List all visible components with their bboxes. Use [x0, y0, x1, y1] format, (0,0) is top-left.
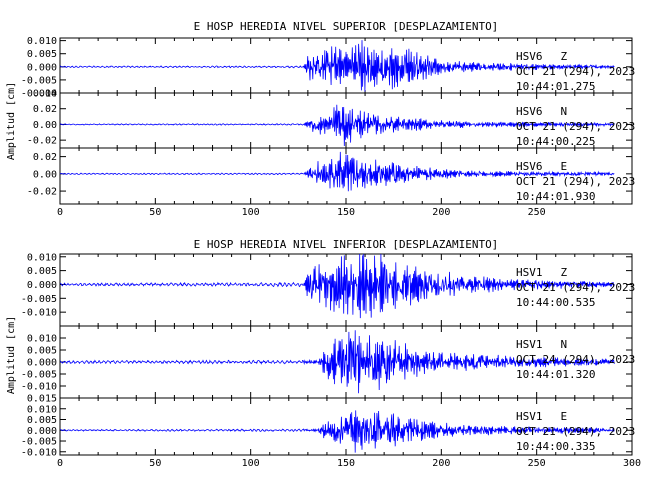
station-code: HSV1 [516, 410, 543, 423]
y-tick-label: 0.000 [27, 62, 57, 73]
record-date: OCT 21 (294), 2023 [516, 120, 635, 133]
y-tick-label: 0.00 [33, 120, 57, 131]
x-tick-label: 100 [242, 207, 260, 218]
waveform-hsv1-z [59, 253, 615, 319]
station-code: HSV6 [516, 105, 543, 118]
y-tick-label: 0.02 [33, 104, 57, 115]
x-tick-label: 50 [149, 458, 161, 469]
record-date: OCT 21 (294), 2023 [516, 65, 635, 78]
station-component-label: HSV6 E [516, 160, 567, 173]
y-tick-label: 0.005 [27, 266, 57, 277]
x-tick-label: 0 [57, 207, 63, 218]
x-tick-label: 0 [57, 458, 63, 469]
record-date: OCT 21 (294), 2023 [516, 425, 635, 438]
y-tick-label: 0.04 [33, 89, 57, 100]
y-tick-label: -0.005 [21, 370, 57, 381]
y-tick-label: -0.02 [27, 187, 57, 198]
record-date: OCT 21 (294), 2023 [516, 175, 635, 188]
x-tick-label: 250 [528, 458, 546, 469]
component-code: E [561, 160, 568, 173]
station-code: HSV1 [516, 266, 543, 279]
x-tick-label: 300 [623, 458, 641, 469]
component-code: Z [561, 50, 568, 63]
station-component-label: HSV1 Z [516, 266, 568, 279]
y-tick-label: 0.015 [27, 394, 57, 405]
station-code: HSV6 [516, 160, 543, 173]
y-tick-label: 0.005 [27, 49, 57, 60]
y-tick-label: 0.005 [27, 346, 57, 357]
record-time: 10:44:01.320 [516, 368, 595, 381]
y-tick-label: 0.000 [27, 426, 57, 437]
station-component-label: HSV1 N [516, 338, 567, 351]
y-tick-label: 0.00 [33, 169, 57, 180]
waveform-hsv1-n [59, 330, 615, 394]
y-tick-label: -0.02 [27, 136, 57, 147]
waveform-hsv1-e [60, 410, 615, 453]
y-tick-label: -0.010 [21, 308, 57, 319]
panel-hsv6-z: 0.010 0.005 0.000 -0.005 -0.010 HSV6 Z OCT 21 (… [21, 36, 635, 99]
y-tick-label: -0.005 [21, 294, 57, 305]
chart-nivel-superior: E HOSP HEREDIA NIVEL SUPERIOR [DESPLAZAM… [6, 20, 635, 218]
x-tick-label: 250 [528, 207, 546, 218]
record-time: 10:44:00.225 [516, 135, 595, 148]
y-tick-label: -0.010 [21, 447, 57, 458]
y-tick-label: 0.005 [27, 415, 57, 426]
station-component-label: HSV1 E [516, 410, 567, 423]
waveform-hsv6-z [59, 40, 615, 92]
record-time: 10:44:00.335 [516, 440, 595, 453]
y-tick-label: 0.000 [27, 280, 57, 291]
record-time: 10:44:00.535 [516, 296, 595, 309]
component-code: E [561, 410, 568, 423]
record-time: 10:44:01.275 [516, 80, 595, 93]
chart-title: E HOSP HEREDIA NIVEL SUPERIOR [DESPLAZAM… [194, 20, 499, 33]
component-code: N [561, 105, 568, 118]
y-tick-label: 0.010 [27, 404, 57, 415]
y-tick-label: -0.010 [21, 89, 57, 100]
y-tick-label: -0.005 [21, 437, 57, 448]
y-tick-label: -0.010 [21, 382, 57, 393]
chart-title: E HOSP HEREDIA NIVEL INFERIOR [DESPLAZAM… [194, 238, 499, 251]
component-code: N [561, 338, 568, 351]
y-axis-label: Amplitud [cm] [6, 82, 17, 160]
y-tick-label: 0.02 [33, 152, 57, 163]
record-date: OCT 24 (294), 2023 [516, 353, 635, 366]
panel-hsv1-z: 0.010 0.005 0.000 -0.005 -0.010 HSV1 Z OCT 21 (… [21, 252, 635, 327]
y-axis-label: Amplitud [cm] [6, 316, 17, 394]
component-code: Z [561, 266, 568, 279]
y-tick-label: 0.010 [27, 252, 57, 263]
waveform-hsv6-e [59, 151, 615, 192]
station-code: HSV6 [516, 50, 543, 63]
x-tick-label: 200 [432, 207, 450, 218]
x-tick-label: 150 [337, 458, 355, 469]
y-tick-label: 0.010 [27, 36, 57, 47]
x-tick-label: 50 [149, 207, 161, 218]
y-tick-label: 0.010 [27, 334, 57, 345]
chart-nivel-inferior: E HOSP HEREDIA NIVEL INFERIOR [DESPLAZAM… [6, 238, 641, 469]
station-component-label: HSV6 Z [516, 50, 568, 63]
panel-hsv6-e: 0.02 0.00 -0.02 HSV6 E OCT 21 (294), 2023 10:4… [27, 147, 635, 205]
record-time: 10:44:01.930 [516, 190, 595, 203]
station-code: HSV1 [516, 338, 543, 351]
x-tick-label: 150 [337, 207, 355, 218]
x-tick-label: 200 [432, 458, 450, 469]
y-tick-label: -0.005 [21, 75, 57, 86]
waveform-hsv6-n [59, 104, 615, 147]
record-date: OCT 21 (294), 2023 [516, 281, 635, 294]
y-tick-label: 0.000 [27, 358, 57, 369]
x-tick-label: 100 [242, 458, 260, 469]
station-component-label: HSV6 N [516, 105, 567, 118]
